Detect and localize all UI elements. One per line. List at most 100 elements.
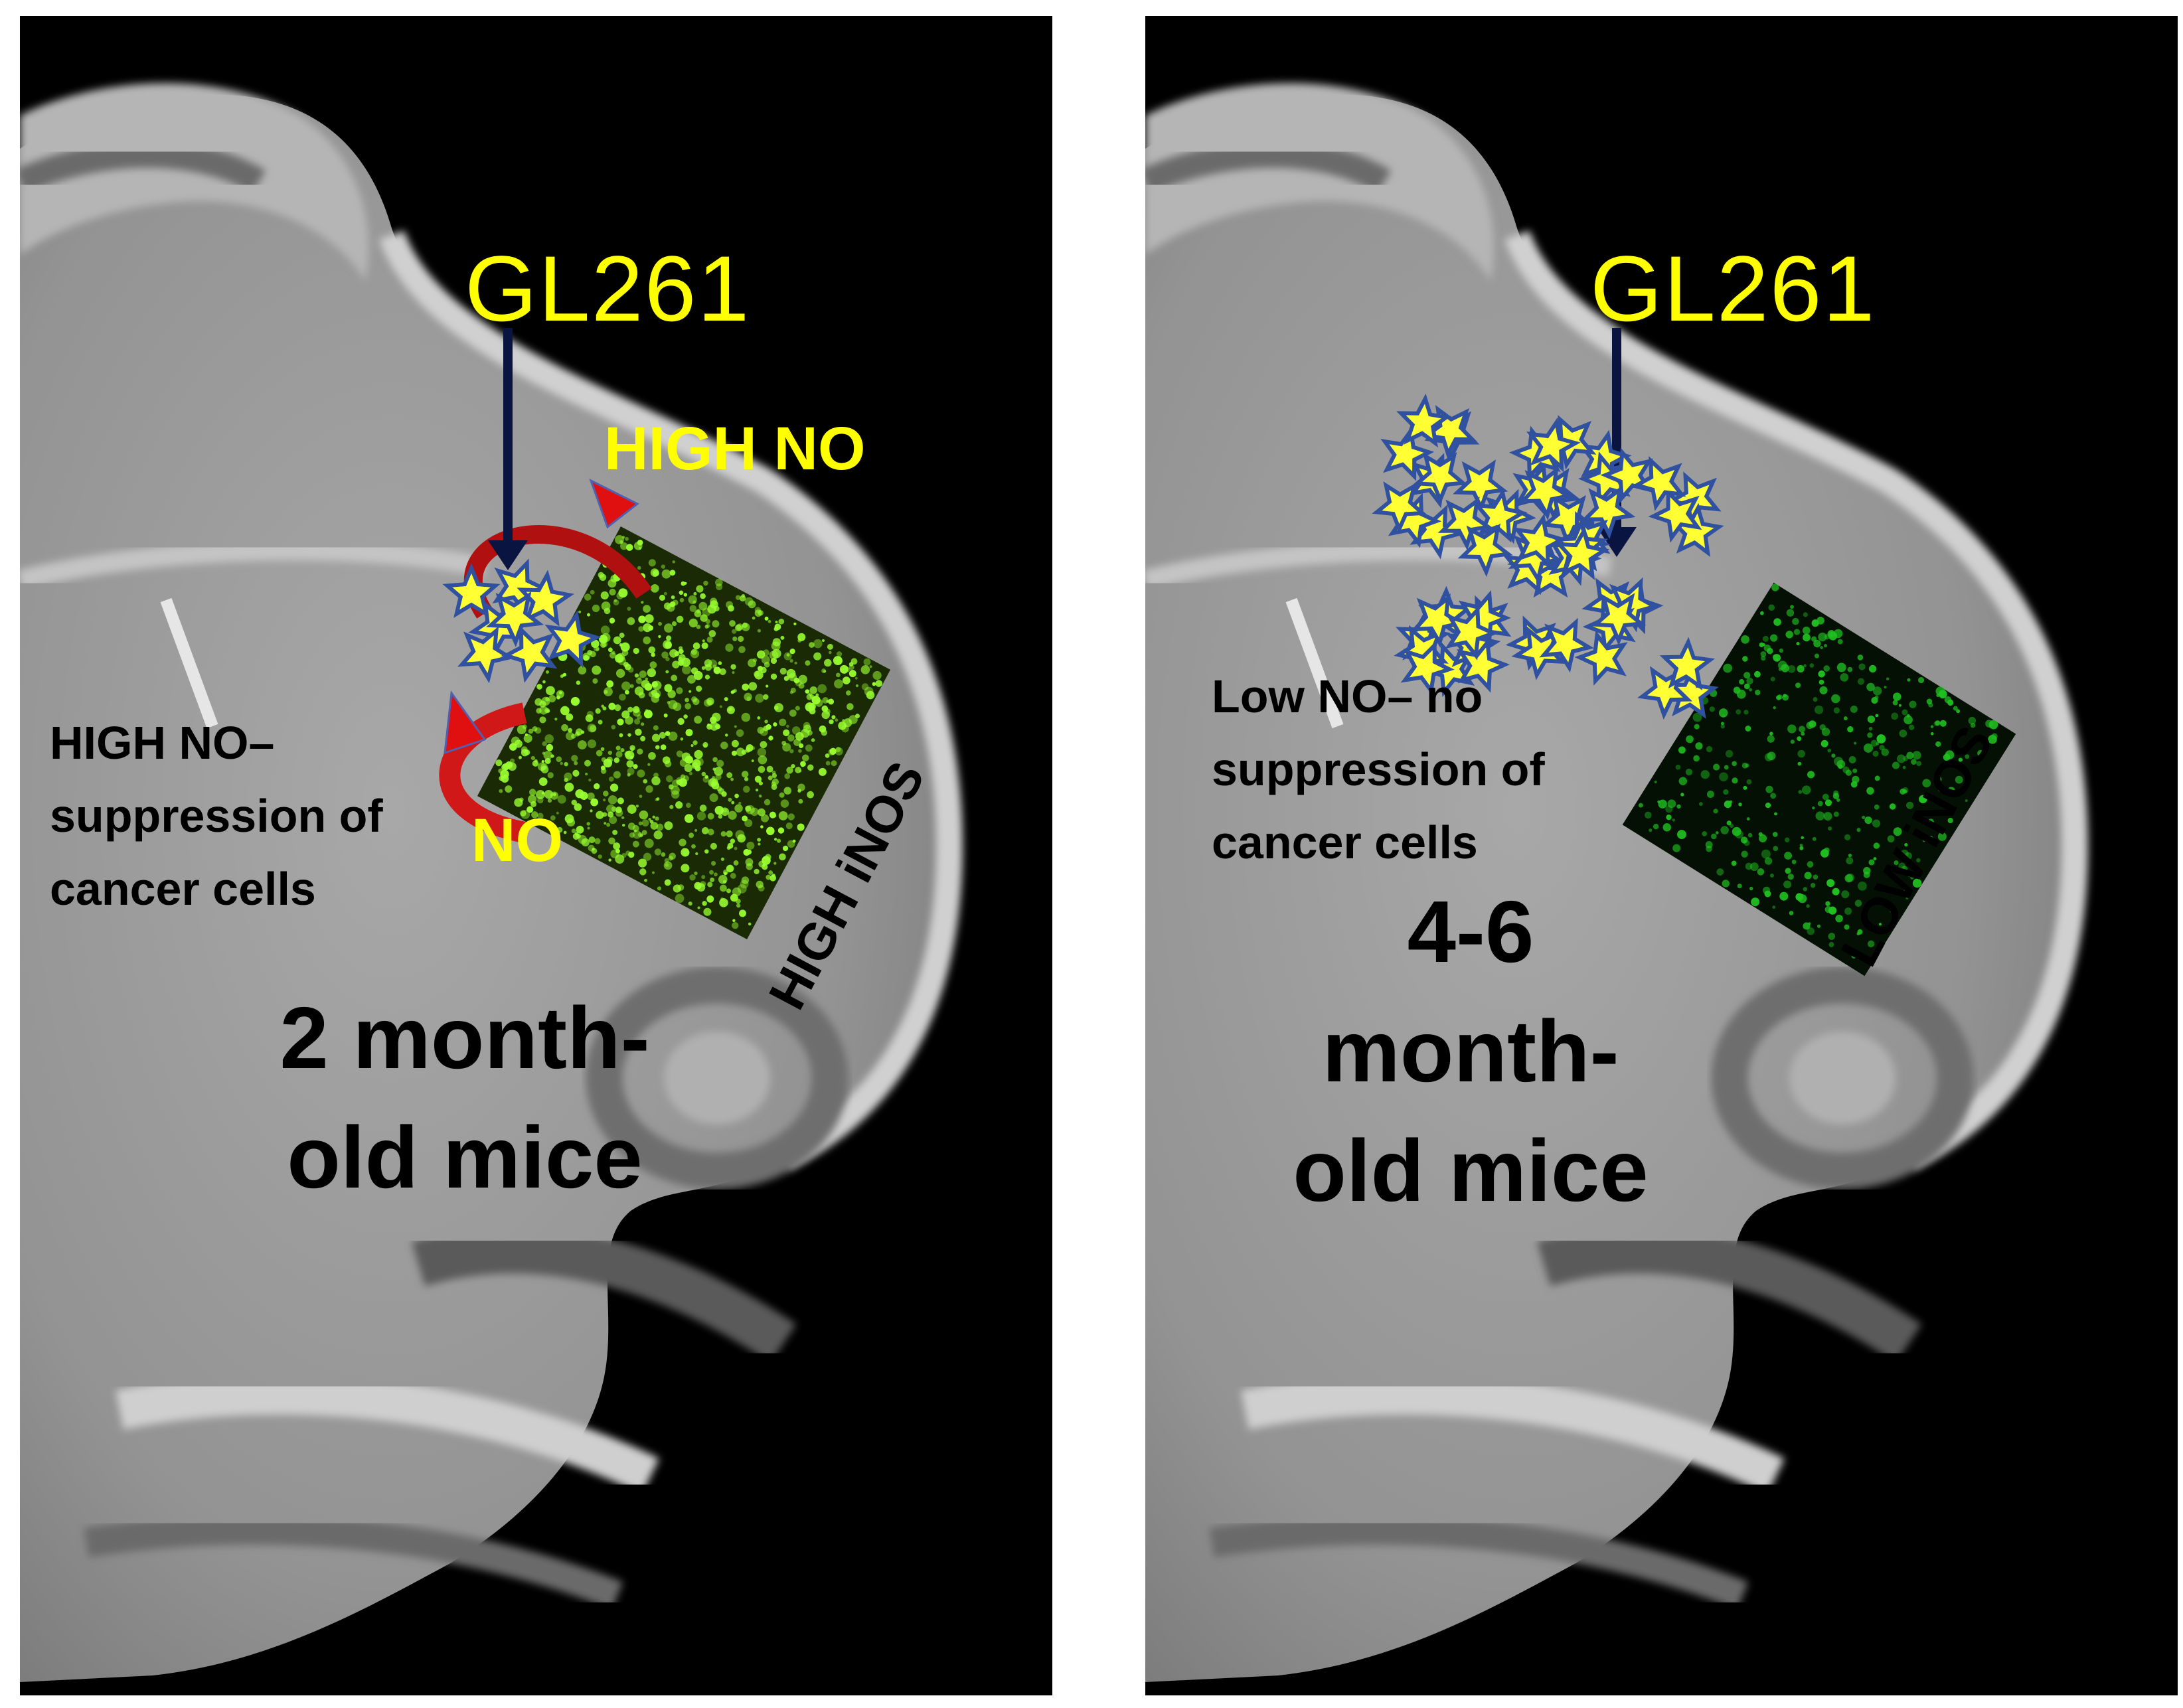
fluorescence-dot: [728, 811, 737, 820]
fluorescence-dot: [534, 698, 542, 706]
fluorescence-dot: [786, 767, 793, 774]
fluorescence-dot: [1847, 726, 1854, 733]
fluorescence-dot: [689, 605, 697, 612]
fluorescence-dot: [587, 724, 597, 733]
fluorescence-dot: [664, 879, 671, 886]
fluorescence-dot: [872, 682, 876, 686]
fluorescence-dot: [609, 588, 616, 596]
fluorescence-dot: [694, 882, 702, 890]
fluorescence-dot: [703, 699, 712, 707]
fluorescence-dot: [1810, 883, 1816, 888]
fluorescence-dot: [1928, 702, 1933, 708]
fluorescence-dot: [656, 823, 664, 831]
fluorescence-dot: [741, 593, 746, 598]
fluorescence-dot: [645, 614, 654, 623]
fluorescence-dot: [611, 806, 617, 812]
fluorescence-dot: [1732, 826, 1741, 836]
fluorescence-dot: [602, 641, 608, 647]
fluorescence-dot: [656, 797, 660, 801]
fluorescence-dot: [694, 749, 703, 759]
fluorescence-dot: [795, 679, 802, 686]
fluorescence-dot: [535, 790, 545, 799]
fluorescence-dot: [1894, 860, 1899, 866]
fluorescence-dot: [1749, 688, 1752, 692]
fluorescence-dot: [1870, 739, 1878, 747]
fluorescence-dot: [537, 813, 544, 820]
fluorescence-dot: [1953, 706, 1958, 711]
fluorescence-dot: [746, 744, 754, 752]
fluorescence-dot: [1911, 759, 1917, 765]
fluorescence-dot: [1720, 722, 1724, 726]
fluorescence-dot: [1912, 878, 1922, 888]
fluorescence-dot: [518, 755, 522, 759]
fluorescence-dot: [550, 791, 559, 800]
fluorescence-dot: [1767, 735, 1775, 743]
fluorescence-dot: [1798, 726, 1805, 733]
fluorescence-dot: [691, 762, 698, 769]
fluorescence-dot: [778, 618, 785, 625]
fluorescence-dot: [1731, 860, 1737, 866]
fluorescence-dot: [611, 724, 616, 730]
fluorescence-dot: [688, 690, 692, 693]
fluorescence-dot: [613, 757, 620, 763]
fluorescence-dot: [655, 798, 659, 802]
fluorescence-dot: [751, 759, 754, 763]
fluorescence-dot: [1743, 710, 1749, 715]
fluorescence-dot: [821, 668, 826, 673]
fluorescence-dot: [499, 775, 504, 781]
fluorescence-dot: [673, 702, 682, 712]
fluorescence-dot: [725, 643, 734, 652]
fluorescence-dot: [1922, 838, 1927, 842]
fluorescence-dot: [601, 704, 604, 708]
fluorescence-dot: [1850, 705, 1858, 713]
fluorescence-dot: [1779, 648, 1784, 653]
fluorescence-dot: [1825, 901, 1830, 907]
fluorescence-dot: [633, 829, 637, 832]
fluorescence-dot: [702, 901, 707, 906]
fluorescence-dot: [1886, 677, 1890, 680]
fluorescence-dot: [1823, 665, 1830, 672]
fluorescence-dot: [645, 709, 649, 712]
fluorescence-dot: [1685, 768, 1692, 776]
fluorescence-dot: [1658, 799, 1667, 809]
fluorescence-dot: [1706, 745, 1713, 753]
effect-line-2: suppression of: [1212, 743, 1545, 795]
fluorescence-dot: [1867, 732, 1873, 738]
tumor-cell-star: [1526, 417, 1581, 473]
fluorescence-dot: [632, 840, 639, 848]
fluorescence-dot: [627, 607, 631, 611]
tumor-cell-star: [1437, 497, 1493, 551]
fluorescence-dot: [1965, 754, 1970, 759]
fluorescence-dot: [634, 673, 639, 678]
fluorescence-dot: [637, 832, 643, 838]
fluorescence-dot: [1854, 899, 1862, 907]
ventricle-line: [160, 597, 218, 729]
fluorescence-dot: [617, 718, 624, 726]
fluorescence-dot: [634, 718, 641, 725]
fluorescence-dot: [1747, 832, 1753, 838]
fluorescence-dot: [600, 747, 605, 751]
fluorescence-dot: [1881, 748, 1889, 756]
fluorescence-dot: [825, 761, 831, 766]
fluorescence-dot: [1922, 779, 1931, 788]
fluorescence-dot: [1926, 836, 1934, 843]
fluorescence-dot: [586, 822, 590, 826]
fluorescence-dot: [805, 744, 813, 752]
fluorescence-dot: [1872, 819, 1881, 828]
fluorescence-dot: [710, 878, 715, 882]
fluorescence-dot: [1889, 803, 1896, 810]
fluorescence-dot: [620, 642, 630, 652]
fluorescence-dot: [748, 682, 758, 691]
fluorescence-dot: [864, 686, 874, 696]
fluorescence-dot: [728, 797, 732, 802]
fluorescence-dot: [534, 759, 538, 763]
fluorescence-dot: [689, 874, 696, 881]
tumor-cell-star: [1518, 465, 1574, 520]
fluorescence-dot: [741, 876, 750, 884]
brainstem-bright: [116, 1374, 659, 1495]
fluorescence-dot: [530, 755, 536, 761]
tumor-cell-star: [492, 558, 548, 617]
fluorescence-dot: [743, 848, 750, 856]
fluorescence-dot: [621, 681, 631, 691]
fluorescence-dot: [679, 590, 684, 595]
